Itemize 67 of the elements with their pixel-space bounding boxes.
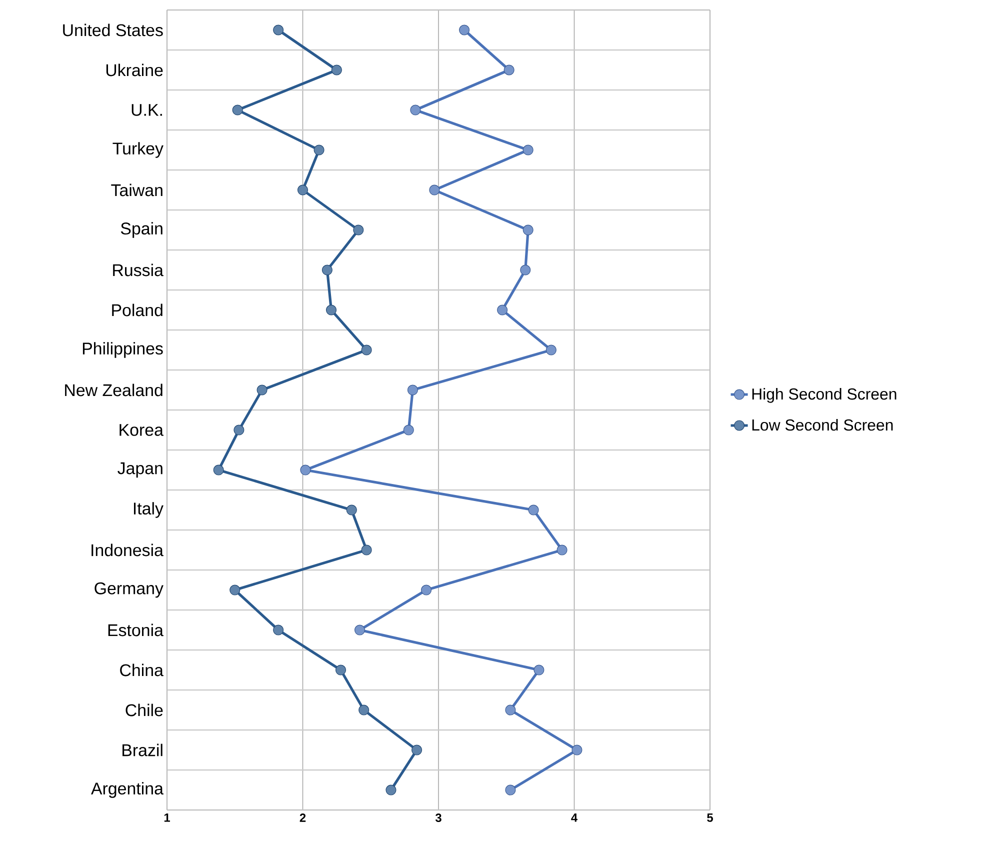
- point: [505, 784, 516, 796]
- y-tick-label: Argentina: [91, 782, 164, 798]
- point: [534, 664, 544, 676]
- point: [556, 544, 568, 556]
- point: [335, 664, 346, 676]
- point: [403, 424, 414, 436]
- y-tick-label: Italy: [134, 502, 164, 518]
- point: [411, 744, 422, 756]
- point: [346, 504, 357, 516]
- point: [505, 704, 516, 716]
- point: [361, 544, 372, 556]
- point: [331, 64, 342, 76]
- point: [504, 64, 514, 76]
- x-tick-label: 5: [707, 814, 713, 822]
- y-tick-label: Estonia: [108, 624, 164, 636]
- point: [429, 184, 440, 196]
- point: [520, 264, 531, 276]
- y-tick-label: Brazil: [122, 744, 162, 756]
- point: [386, 784, 396, 796]
- point: [522, 224, 534, 236]
- point: [421, 584, 432, 596]
- point: [273, 624, 284, 636]
- y-tick-label: Taiwan: [111, 184, 162, 196]
- y-tick-label: Indonesia: [92, 544, 164, 556]
- point: [256, 384, 268, 396]
- x-tick-label: 2: [300, 814, 306, 822]
- x-tick-label: 1: [164, 814, 170, 822]
- point: [232, 104, 243, 116]
- y-tick-label: Korea: [120, 424, 164, 436]
- point: [326, 304, 337, 316]
- x-tick-label: 3: [435, 814, 442, 822]
- point: [528, 504, 539, 516]
- point: [213, 464, 224, 476]
- y-tick-label: Japan: [118, 462, 162, 478]
- y-tick-label: Turkey: [112, 142, 164, 158]
- y-tick-label: Russia: [113, 264, 164, 276]
- legend-label: High Second Screen: [752, 388, 896, 403]
- point: [358, 704, 370, 716]
- y-tick-label: Chile: [126, 704, 163, 716]
- point: [361, 344, 372, 356]
- point: [322, 264, 332, 276]
- y-tick-label: Ukraine: [106, 64, 163, 76]
- point: [300, 464, 311, 476]
- y-tick-label: Germany: [94, 582, 164, 598]
- point: [546, 344, 556, 356]
- legend-label: Low Second Screen: [752, 418, 893, 431]
- point: [572, 744, 582, 756]
- point: [410, 104, 421, 116]
- x-tick-label: 4: [571, 814, 578, 822]
- point: [407, 384, 418, 396]
- y-tick-label: New Zealand: [65, 384, 162, 396]
- point: [230, 584, 240, 596]
- point: [354, 624, 366, 636]
- y-tick-label: U.K.: [132, 104, 162, 116]
- point: [497, 304, 508, 316]
- point: [273, 24, 284, 36]
- y-tick-label: Poland: [112, 304, 162, 316]
- point: [353, 224, 364, 236]
- point: [314, 144, 324, 156]
- y-tick-label: China: [120, 664, 164, 676]
- y-tick-label: United States: [63, 24, 163, 36]
- point: [234, 424, 244, 436]
- y-tick-label: Philippines: [82, 342, 163, 358]
- point: [459, 24, 470, 36]
- point: [297, 184, 308, 196]
- point: [522, 144, 534, 156]
- y-tick-label: Spain: [120, 222, 162, 238]
